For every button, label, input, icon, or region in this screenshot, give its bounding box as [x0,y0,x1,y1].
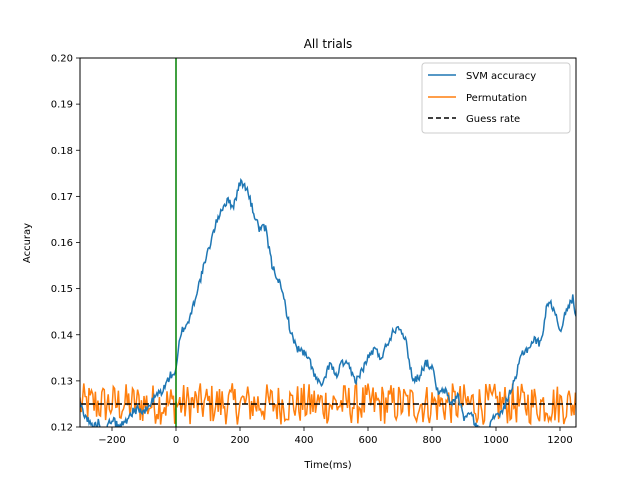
x-axis: −200 0 200 400 600 800 1000 1200 [98,427,573,446]
legend-label-svm: SVM accuracy [466,71,536,82]
y-axis-title: Accuray [22,223,33,263]
x-tick-label: −200 [98,435,125,446]
legend: SVM accuracy Permutation Guess rate [421,62,571,134]
y-tick-label: 0.18 [51,146,73,157]
y-tick-label: 0.16 [51,238,73,249]
series-svm-accuracy-line [80,177,576,427]
x-tick-label: 200 [230,435,249,446]
legend-label-guess-rate: Guess rate [466,114,520,125]
y-tick-label: 0.13 [51,376,73,387]
legend-label-permutation: Permutation [466,93,527,104]
y-tick-label: 0.17 [51,192,73,203]
y-tick-label: 0.14 [51,330,73,341]
series-permutation-line [80,382,576,426]
x-tick-label: 400 [294,435,313,446]
y-axis: 0.12 0.13 0.14 0.15 0.16 0.17 0.18 0.19 0.20 [51,54,80,434]
y-tick-label: 0.19 [51,100,73,111]
chart-title: All trials [304,37,353,51]
y-tick-label: 0.12 [51,423,73,434]
x-tick-label: 1000 [483,435,508,446]
x-tick-label: 600 [358,435,377,446]
legend-box [421,62,571,134]
x-tick-label: 800 [422,435,441,446]
x-axis-title: Time(ms) [303,460,351,471]
plot-area [79,57,577,428]
x-tick-label: 0 [173,435,179,446]
y-tick-label: 0.15 [51,284,73,295]
x-tick-label: 1200 [547,435,572,446]
y-tick-label: 0.20 [51,54,73,65]
